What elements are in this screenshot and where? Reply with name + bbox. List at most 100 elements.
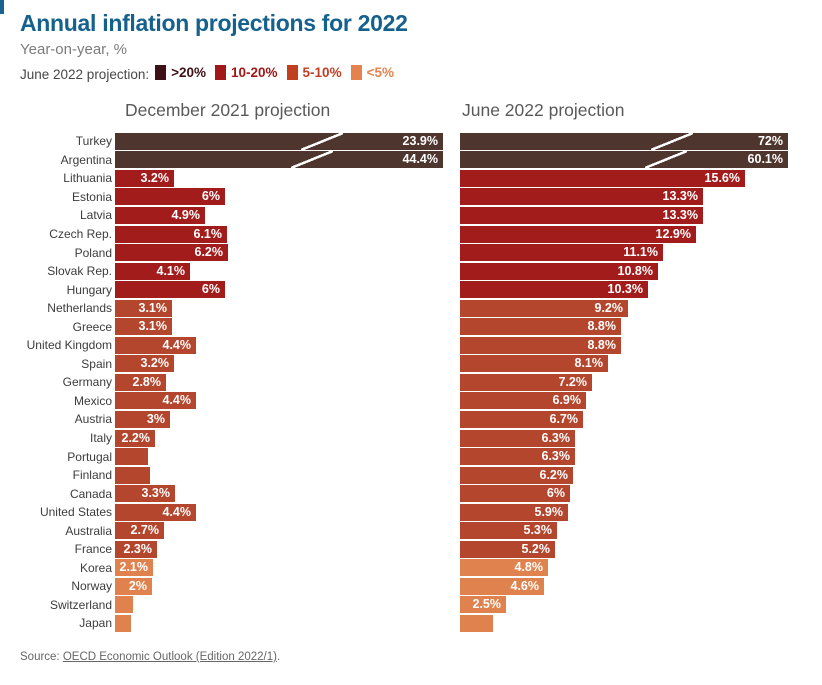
legend-item: 10-20% [215, 64, 278, 80]
december-panel-cell: 4.1% [115, 262, 443, 280]
june-bar: 5.3% [460, 522, 557, 540]
june-panel-cell [460, 614, 788, 632]
june-bar: 10.8% [460, 262, 658, 280]
december-bar: 4.4% [115, 336, 196, 354]
chart-row: Latvia 4.9% 13.3% [0, 206, 822, 225]
country-label: Australia [65, 523, 112, 538]
december-panel-cell: 6% [115, 188, 443, 206]
june-bar: 13.3% [460, 188, 703, 206]
june-panel-cell: 8.1% [460, 355, 788, 373]
december-bar: 23.9% [115, 132, 443, 150]
june-panel-cell: 9.2% [460, 299, 788, 317]
chart-row: Argentina 44.4% 60.1% [0, 151, 822, 170]
june-bar: 10.3% [460, 281, 648, 299]
bar-value-label: 12.9% [655, 226, 691, 241]
country-label: United Kingdom [26, 338, 112, 353]
june-bar: 6.2% [460, 466, 573, 484]
bar-value-label: 5.3% [523, 523, 553, 538]
chart-row: Australia 2.7% 5.3% [0, 521, 822, 540]
country-label: Mexico [73, 393, 112, 408]
june-bar: 8.8% [460, 318, 621, 336]
legend: June 2022 projection: >20% 10-20% 5-10% <5% [20, 64, 403, 84]
country-label: Latvia [79, 208, 112, 223]
chart-row: Austria 3% 6.7% [0, 410, 822, 429]
country-label: Italy [89, 431, 112, 446]
bar-value-label: 3% [146, 411, 165, 426]
bar-value-label: 2.5% [472, 597, 502, 612]
bar-value-label: 8.8% [587, 337, 617, 352]
bar-value-label: 6.2% [194, 245, 224, 260]
country-label: Korea [79, 560, 112, 575]
chart-row: Netherlands 3.1% 9.2% [0, 299, 822, 318]
bar-value-label: 4.4% [162, 504, 192, 519]
december-bar: 2.7% [115, 522, 164, 540]
december-panel-cell: 3.3% [115, 485, 443, 503]
december-bar: 3.2% [115, 355, 174, 373]
chart-row: Portugal 6.3% [0, 447, 822, 466]
legend-label: June 2022 projection: [20, 67, 150, 82]
panel-title-december: December 2021 projection [125, 100, 331, 120]
december-bar: 4.9% [115, 206, 205, 224]
june-bar: 6.9% [460, 392, 586, 410]
december-bar: 3.1% [115, 299, 172, 317]
source-prefix: Source: [20, 651, 63, 663]
june-panel-cell: 6% [460, 485, 788, 503]
country-label: Turkey [75, 134, 112, 149]
country-label: Poland [74, 245, 112, 260]
june-panel-cell: 6.9% [460, 392, 788, 410]
december-panel-cell: 4.4% [115, 336, 443, 354]
bar-value-label: 5.9% [534, 504, 564, 519]
legend-item-label: >20% [171, 64, 206, 80]
december-panel-cell: 4.9% [115, 206, 443, 224]
bar-value-label: 13.3% [662, 207, 698, 222]
legend-swatch-icon [155, 64, 167, 80]
june-panel-cell: 8.8% [460, 318, 788, 336]
chart-row: Germany 2.8% 7.2% [0, 373, 822, 392]
legend-item: >20% [155, 64, 206, 80]
country-label: Finland [72, 468, 112, 483]
country-label: Netherlands [47, 301, 112, 316]
june-panel-cell: 7.2% [460, 373, 788, 391]
chart-row: Switzerland 2.5% [0, 596, 822, 615]
country-label: Argentina [60, 152, 112, 167]
june-panel-cell: 11.1% [460, 244, 788, 262]
june-panel-cell: 13.3% [460, 188, 788, 206]
june-panel-cell: 6.3% [460, 448, 788, 466]
december-bar: 6% [115, 188, 225, 206]
country-label: France [74, 542, 112, 557]
country-label: Lithuania [63, 171, 112, 186]
bar-value-label: 2.1% [119, 560, 149, 575]
december-bar: 3.1% [115, 318, 172, 336]
june-bar: 8.1% [460, 355, 608, 373]
bar-value-label: 11.1% [623, 245, 658, 260]
june-panel-cell: 5.2% [460, 540, 788, 558]
june-panel-cell: 4.8% [460, 559, 788, 577]
bar-value-label: 4.9% [171, 207, 201, 222]
december-bar: 6% [115, 281, 225, 299]
country-label: Canada [69, 486, 112, 501]
source-link[interactable]: OECD Economic Outlook (Edition 2022/1) [62, 651, 277, 663]
december-bar: 3% [115, 410, 170, 428]
bar-value-label: 2.3% [123, 541, 153, 556]
country-label: Greece [72, 319, 112, 334]
bar-value-label: 23.9% [402, 133, 438, 148]
june-panel-cell: 72% [460, 132, 788, 150]
december-bar: 2.1% [115, 559, 153, 577]
page-title: Annual inflation projections for 2022 [20, 10, 408, 36]
chart-row: Japan [0, 614, 822, 633]
bar-value-label: 2.8% [132, 374, 162, 389]
december-panel-cell: 2.3% [115, 540, 443, 558]
bar-value-label: 3.3% [141, 486, 171, 501]
chart-row: Greece 3.1% 8.8% [0, 317, 822, 336]
june-bar: 11.1% [460, 244, 663, 262]
chart-row: France 2.3% 5.2% [0, 540, 822, 559]
june-panel-cell: 12.9% [460, 225, 788, 243]
december-bar: 2.8% [115, 373, 166, 391]
chart-row: Mexico 4.4% 6.9% [0, 392, 822, 411]
chart-row: United States 4.4% 5.9% [0, 503, 822, 522]
bar-value-label: 3.2% [140, 170, 170, 185]
june-panel-cell: 6.2% [460, 466, 788, 484]
december-panel-cell: 3.1% [115, 299, 443, 317]
june-panel-cell: 6.3% [460, 429, 788, 447]
